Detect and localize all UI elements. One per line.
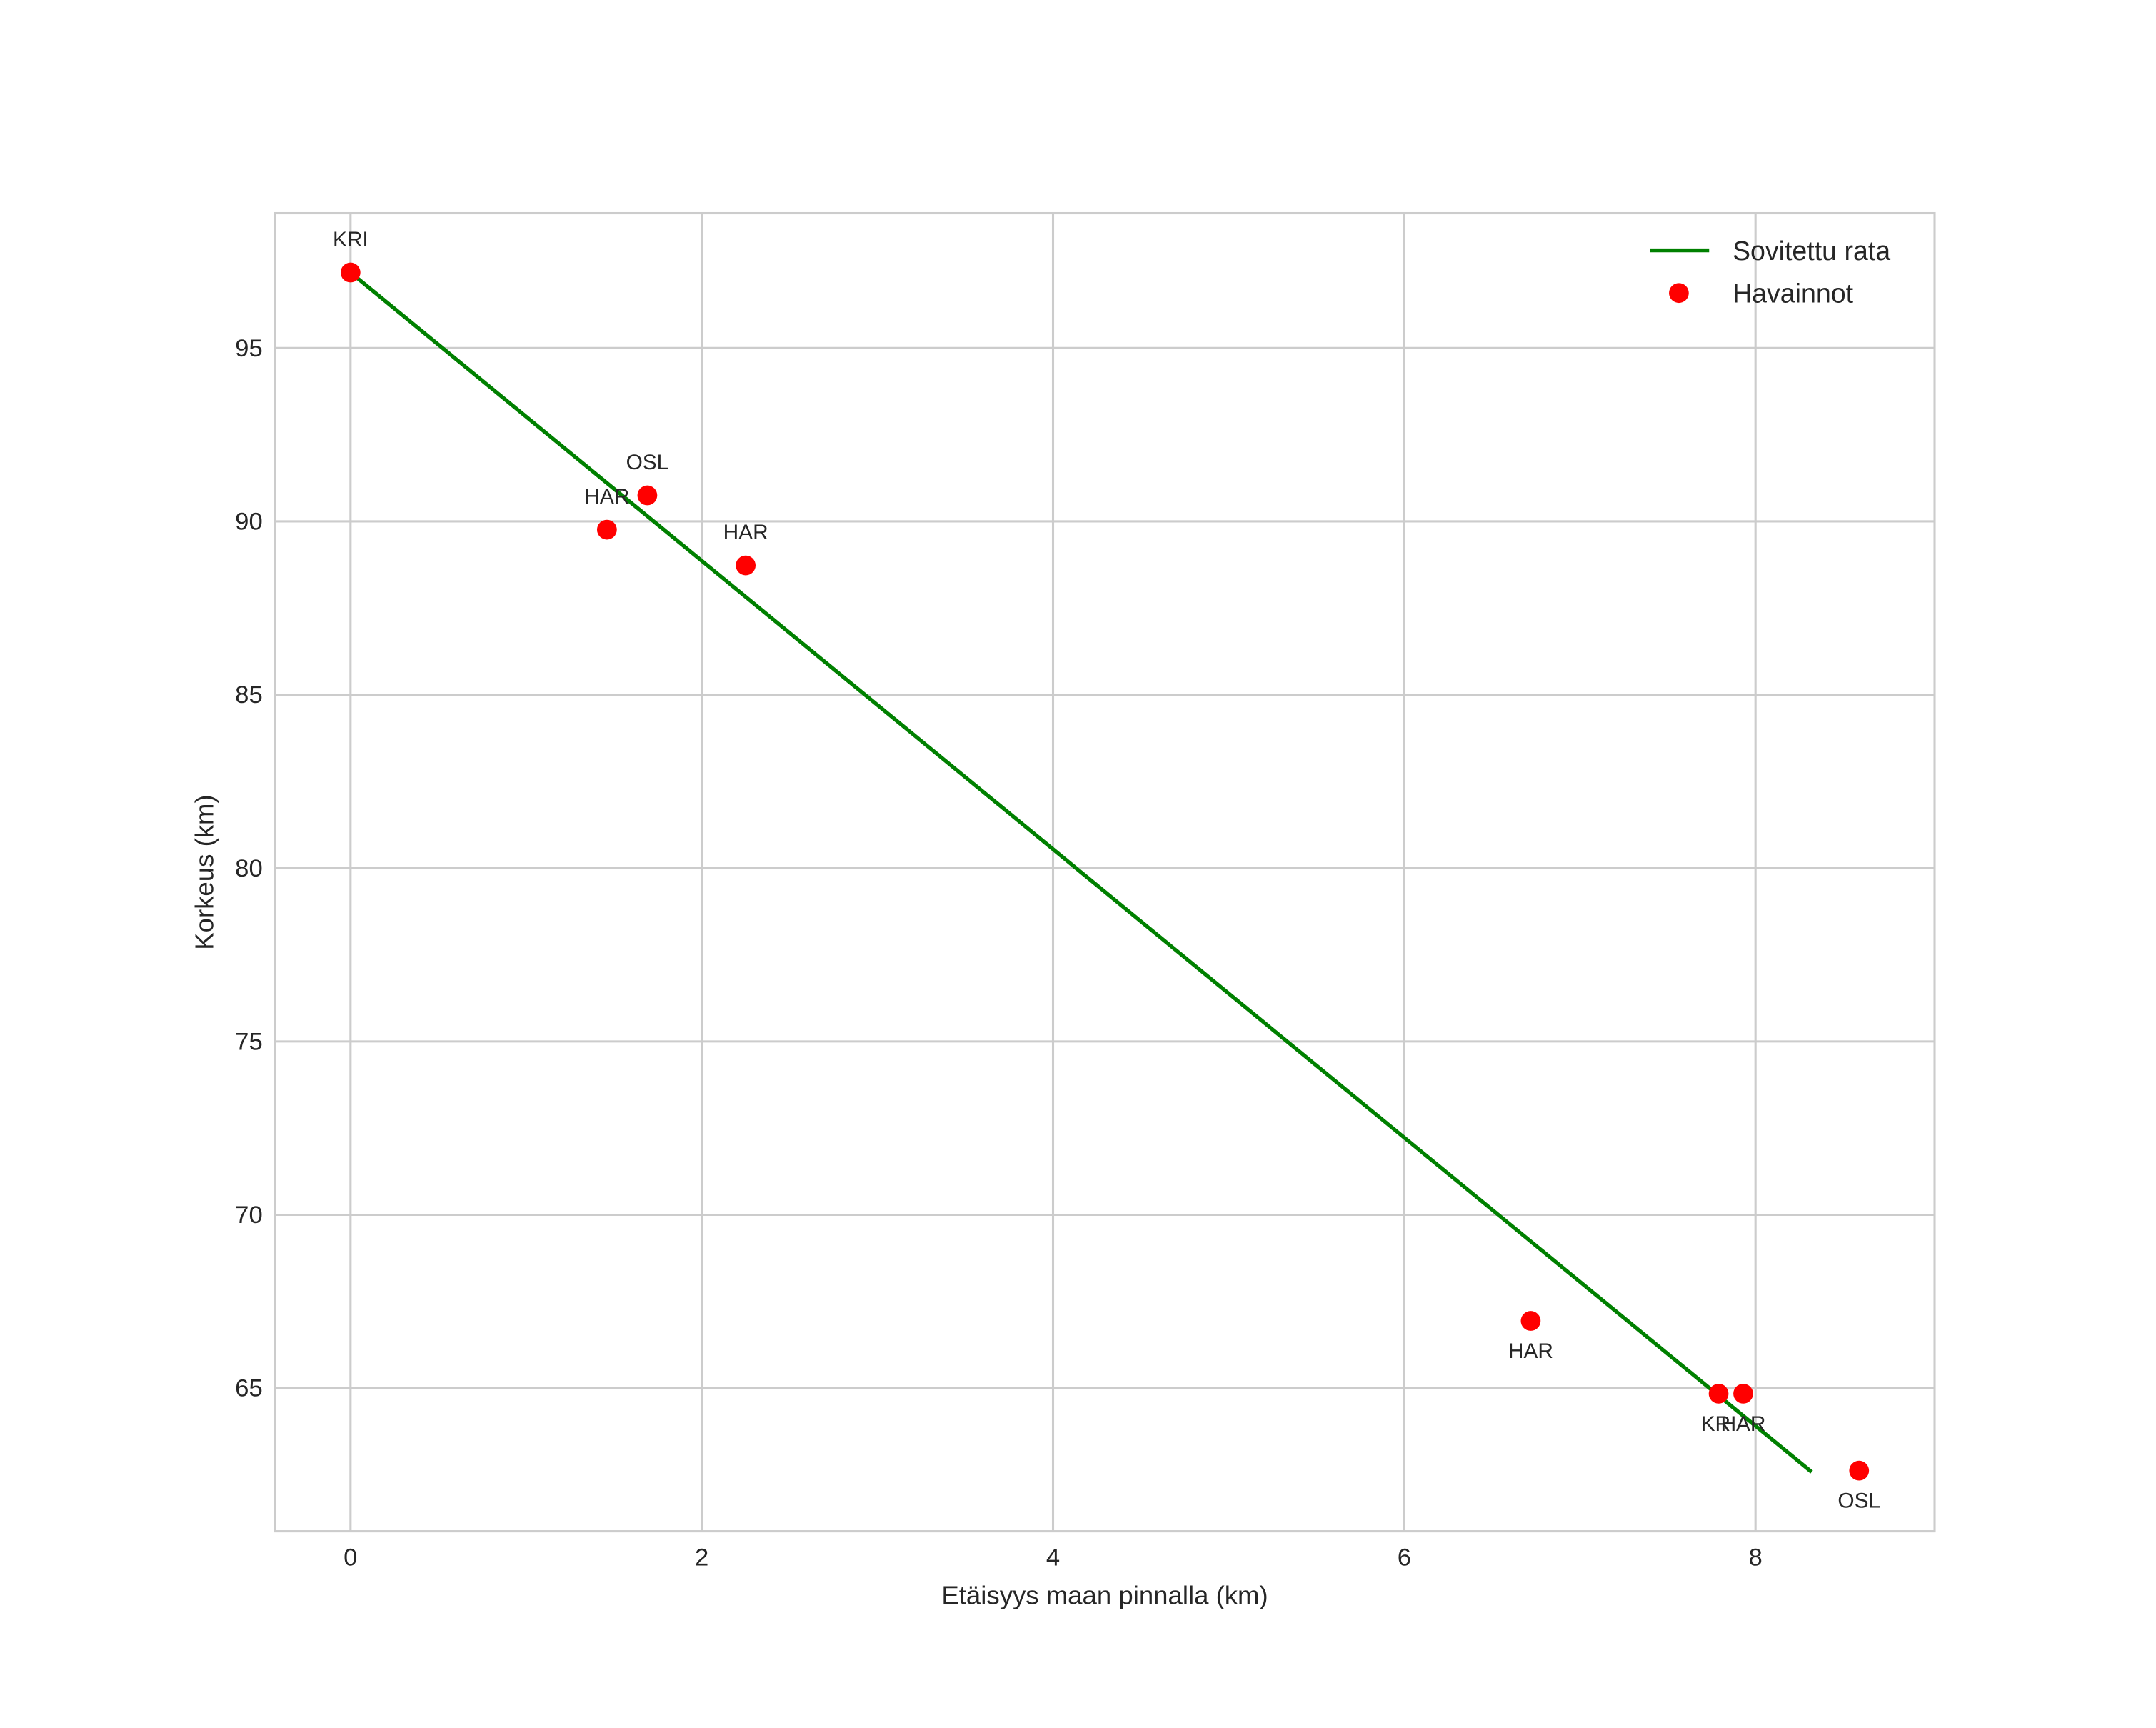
station-label: OSL: [626, 451, 669, 474]
station-label: HAR: [1720, 1412, 1765, 1436]
legend-dot-icon: [1669, 283, 1689, 304]
axis-ticks: 0 2 4 6 8 65 70 75 80 85 90 95: [235, 335, 1763, 1572]
plot-area-frame: [274, 211, 1936, 1533]
x-tick-label: 4: [1046, 1544, 1060, 1572]
legend-label: Sovitettu rata: [1733, 236, 1890, 266]
x-axis-label: Etäisyys maan pinnalla (km): [941, 1581, 1268, 1610]
observation-point: [1708, 1384, 1729, 1404]
x-tick-label: 6: [1398, 1544, 1411, 1572]
station-label: HAR: [1508, 1339, 1553, 1363]
y-tick-label: 80: [235, 855, 263, 882]
x-tick-label: 0: [344, 1544, 357, 1572]
station-label: KRI: [1701, 1412, 1737, 1436]
legend: Sovitettu rata Havainnot: [1650, 236, 1890, 309]
observation-point: [637, 485, 658, 506]
observation-point: [1849, 1460, 1870, 1481]
y-tick-label: 95: [235, 335, 263, 362]
y-axis-label: Korkeus (km): [189, 794, 219, 950]
observation-point: [736, 555, 756, 576]
y-tick-label: 75: [235, 1028, 263, 1055]
observation-point: [597, 519, 617, 540]
observation-point: [1520, 1311, 1541, 1331]
y-tick-label: 65: [235, 1375, 263, 1402]
legend-label: Havainnot: [1733, 279, 1854, 309]
station-label: OSL: [1837, 1489, 1880, 1513]
observation-point: [340, 262, 361, 283]
station-label: KRI: [333, 228, 368, 251]
x-tick-label: 8: [1749, 1544, 1763, 1572]
fitted-trajectory-line: [349, 271, 1813, 1474]
station-label: HAR: [584, 485, 629, 509]
observation-point: [1733, 1384, 1753, 1404]
station-label: HAR: [723, 521, 768, 544]
grid-lines: [275, 213, 1935, 1532]
y-tick-label: 70: [235, 1202, 263, 1229]
y-tick-label: 90: [235, 508, 263, 535]
x-tick-label: 2: [695, 1544, 708, 1572]
y-tick-label: 85: [235, 681, 263, 709]
